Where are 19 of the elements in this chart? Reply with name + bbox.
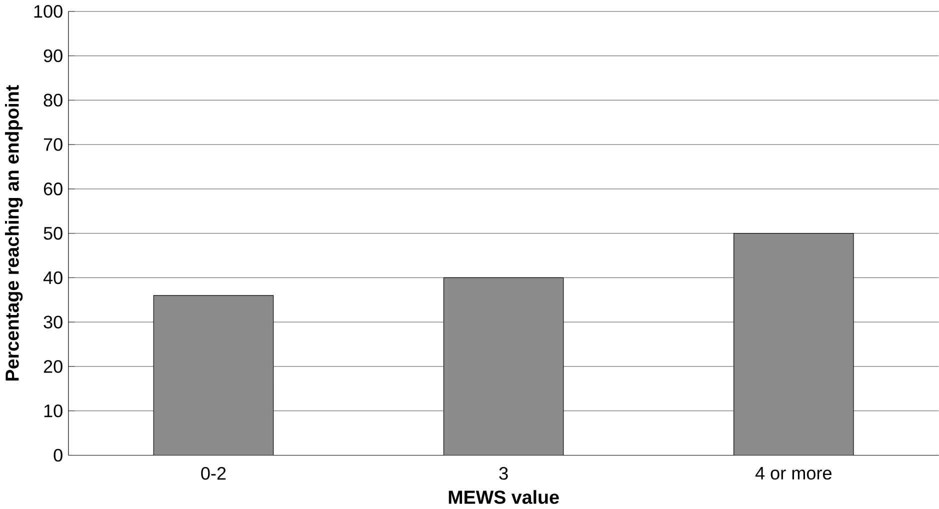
- bar: [154, 295, 274, 456]
- y-tick-label: 40: [43, 271, 62, 284]
- y-tick-label: 100: [34, 5, 62, 18]
- y-tick-label: 70: [44, 138, 62, 151]
- y-tick-label: 60: [44, 182, 62, 196]
- bar: [734, 233, 854, 456]
- x-tick-label: 4 or more: [755, 467, 832, 480]
- x-tick-label: 0-2: [201, 467, 226, 480]
- y-tick-label: 10: [44, 404, 62, 418]
- bar: [444, 278, 564, 456]
- y-tick-label: 30: [44, 316, 62, 328]
- y-tick-label: 20: [44, 360, 62, 373]
- y-tick-label: 0: [54, 448, 62, 462]
- y-tick-label: 80: [44, 94, 62, 107]
- x-tick-label: 3: [499, 467, 508, 480]
- y-tick-label: 50: [44, 226, 62, 240]
- y-axis-title: Percentage reaching an endpoint: [5, 85, 23, 381]
- y-tick-label: 90: [44, 49, 62, 62]
- x-axis-title: MEWS value: [448, 490, 559, 504]
